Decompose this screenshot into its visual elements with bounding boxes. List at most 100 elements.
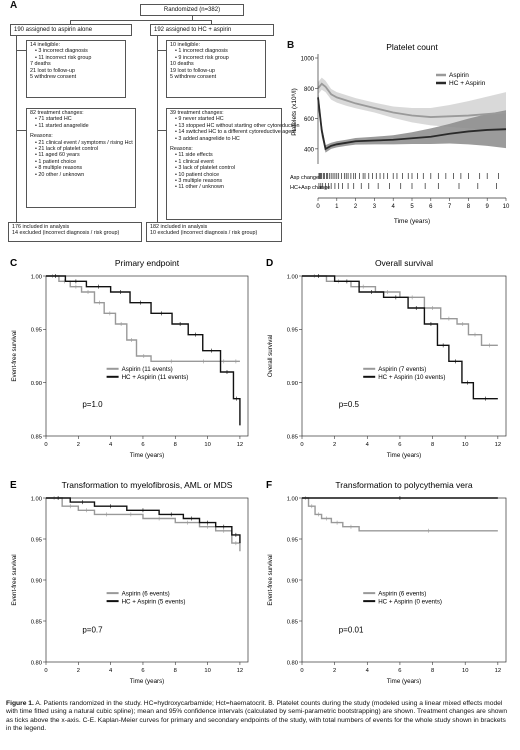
panel-label: C bbox=[10, 258, 17, 269]
flow-line: 39 treatment changes: bbox=[170, 110, 224, 116]
legend-entry: Aspirin (6 events) bbox=[122, 590, 170, 597]
y-tick-label: 1.00 bbox=[31, 496, 42, 502]
plot-frame bbox=[45, 275, 249, 437]
y-tick-label: 0.85 bbox=[287, 434, 298, 440]
y-axis-label: Event-free survival bbox=[267, 554, 274, 605]
flow-line: • 3 incorrect diagnosis bbox=[35, 48, 88, 55]
legend-hc: HC + Aspirin bbox=[449, 80, 486, 87]
chart-title: Overall survival bbox=[375, 258, 433, 268]
x-tick-label: 6 bbox=[141, 668, 144, 674]
x-tick-label: 0 bbox=[300, 442, 303, 448]
legend-entry: Aspirin (6 events) bbox=[378, 590, 426, 597]
flow-line: • 9 incorrect risk group bbox=[175, 54, 229, 61]
y-tick-label: 1.00 bbox=[287, 274, 298, 280]
flow-line: • 3 lack of platelet control bbox=[175, 165, 236, 172]
x-tick-label: 8 bbox=[467, 204, 471, 210]
x-tick-label: 0 bbox=[44, 442, 47, 448]
x-tick-label: 12 bbox=[495, 442, 501, 448]
x-tick-label: 2 bbox=[333, 668, 336, 674]
transformation-pv-chart: F Transformation to polycythemia vera 0.80… bbox=[266, 480, 507, 685]
flow-line: • 3 added anagrelide to HC bbox=[175, 135, 240, 142]
randomized-box: Randomized (n=382) bbox=[140, 4, 244, 16]
chart-title: Transformation to polycythemia vera bbox=[335, 480, 472, 490]
caption-text: A. Patients randomized in the study. HC=… bbox=[6, 700, 508, 733]
flow-line: 14 ineligible: bbox=[30, 42, 60, 48]
flow-line: 82 treatment changes: bbox=[30, 110, 84, 116]
chart-title: Transformation to myelofibrosis, AML or … bbox=[62, 480, 233, 490]
p-value: p=0.7 bbox=[82, 625, 103, 634]
x-tick-label: 12 bbox=[495, 668, 501, 674]
p-value: p=1.0 bbox=[82, 400, 103, 409]
y-tick-label: 600 bbox=[304, 117, 315, 123]
x-tick-label: 0 bbox=[316, 204, 320, 210]
chart-title: Platelet count bbox=[386, 42, 438, 52]
flow-line: 176 included in analysis bbox=[12, 224, 70, 230]
flow-line: 182 included in analysis bbox=[150, 224, 208, 230]
flow-line: 19 lost to follow-up bbox=[170, 67, 215, 74]
y-tick-label: 0.85 bbox=[31, 434, 42, 440]
x-tick-label: 4 bbox=[109, 442, 113, 448]
y-tick-label: 0.90 bbox=[287, 578, 298, 584]
x-tick-label: 4 bbox=[366, 668, 370, 674]
flow-line: • 11 incorrect risk group bbox=[35, 54, 92, 61]
y-tick-label: 800 bbox=[304, 87, 315, 93]
flow-line: 5 withdrew consent bbox=[170, 74, 217, 81]
y-tick-label: 1.00 bbox=[31, 274, 42, 280]
y-tick-label: 1000 bbox=[301, 57, 315, 63]
x-tick-label: 10 bbox=[503, 204, 510, 210]
y-axis-label: Platelets (x10⁹/l) bbox=[291, 88, 298, 136]
y-tick-label: 0.95 bbox=[31, 537, 42, 543]
rug-label-hc: HC+Asp change bbox=[290, 185, 330, 191]
x-axis-label: Time (years) bbox=[130, 452, 165, 459]
km-curve-hc bbox=[46, 275, 241, 426]
x-tick-label: 4 bbox=[109, 668, 113, 674]
x-tick-label: 10 bbox=[462, 668, 468, 674]
flow-line: • 8 multiple reasons bbox=[35, 165, 83, 172]
p-value: p=0.5 bbox=[339, 400, 360, 409]
aspirin-changes-box: 82 treatment changes: • 71 started HC • 11… bbox=[26, 108, 136, 208]
km-curve-hc bbox=[302, 275, 498, 400]
y-tick-label: 0.90 bbox=[31, 381, 42, 387]
flow-line: • 11 side effects bbox=[175, 152, 213, 159]
x-tick-label: 5 bbox=[410, 204, 414, 210]
y-axis-label: Overall survival bbox=[267, 335, 274, 377]
chart-title: Primary endpoint bbox=[115, 258, 180, 268]
x-tick-label: 10 bbox=[204, 442, 210, 448]
y-tick-label: 0.85 bbox=[287, 619, 298, 625]
panel-b-label: B bbox=[287, 40, 295, 51]
y-tick-label: 0.95 bbox=[287, 328, 298, 334]
flow-line: 10 deaths bbox=[170, 61, 194, 68]
legend-aspirin: Aspirin bbox=[449, 72, 469, 79]
x-tick-label: 10 bbox=[204, 668, 210, 674]
y-tick-label: 0.90 bbox=[31, 578, 42, 584]
flow-line: • 11 other / unknown bbox=[175, 184, 224, 191]
legend-entry: HC + Aspirin (5 events) bbox=[122, 598, 186, 605]
x-tick-label: 0 bbox=[300, 668, 303, 674]
flow-line: 21 lost to follow-up bbox=[30, 67, 75, 74]
primary-endpoint-chart: C Primary endpoint 0.85 0.90 0.95 1.00 0 2 4 6 8 10… bbox=[10, 258, 249, 459]
series-line-hc bbox=[317, 97, 507, 151]
flow-line: • 21 clinical event / symptoms / rising … bbox=[35, 139, 133, 146]
flow-line: 5 withdrew consent bbox=[30, 74, 77, 81]
x-tick-label: 2 bbox=[354, 204, 358, 210]
km-curve-aspirin bbox=[46, 275, 240, 363]
km-curve-aspirin bbox=[302, 497, 498, 532]
y-tick-label: 0.85 bbox=[31, 619, 42, 625]
x-tick-label: 8 bbox=[174, 442, 177, 448]
legend-entry: Aspirin (7 events) bbox=[378, 366, 426, 373]
y-axis-label: Event-free survival bbox=[11, 554, 18, 605]
y-tick-label: 0.80 bbox=[287, 660, 298, 666]
legend-entry: Aspirin (11 events) bbox=[122, 366, 173, 373]
flow-line: • 14 switched HC to a different cytoredu… bbox=[175, 129, 296, 136]
x-axis-label: Time (years) bbox=[394, 218, 430, 225]
hc-result-box: 182 included in analysis 10 excluded (inc… bbox=[146, 222, 282, 242]
aspirin-result-box: 176 included in analysis 14 excluded (inc… bbox=[8, 222, 142, 242]
hc-ineligible-box: 10 ineligible: • 1 incorrect diagnosis • 9… bbox=[166, 40, 266, 98]
y-tick-label: 400 bbox=[304, 147, 315, 153]
flow-line: • 1 incorrect diagnosis bbox=[175, 48, 228, 55]
flow-line: 14 excluded (incorrect diagnosis / risk … bbox=[12, 230, 120, 237]
aspirin-assigned-box: 190 assigned to aspirin alone bbox=[10, 24, 132, 36]
legend-entry: HC + Aspirin (0 events) bbox=[378, 598, 442, 605]
transformation-mf-chart: E Transformation to myelofibrosis, AML or… bbox=[10, 480, 249, 685]
y-tick-label: 1.00 bbox=[287, 496, 298, 502]
